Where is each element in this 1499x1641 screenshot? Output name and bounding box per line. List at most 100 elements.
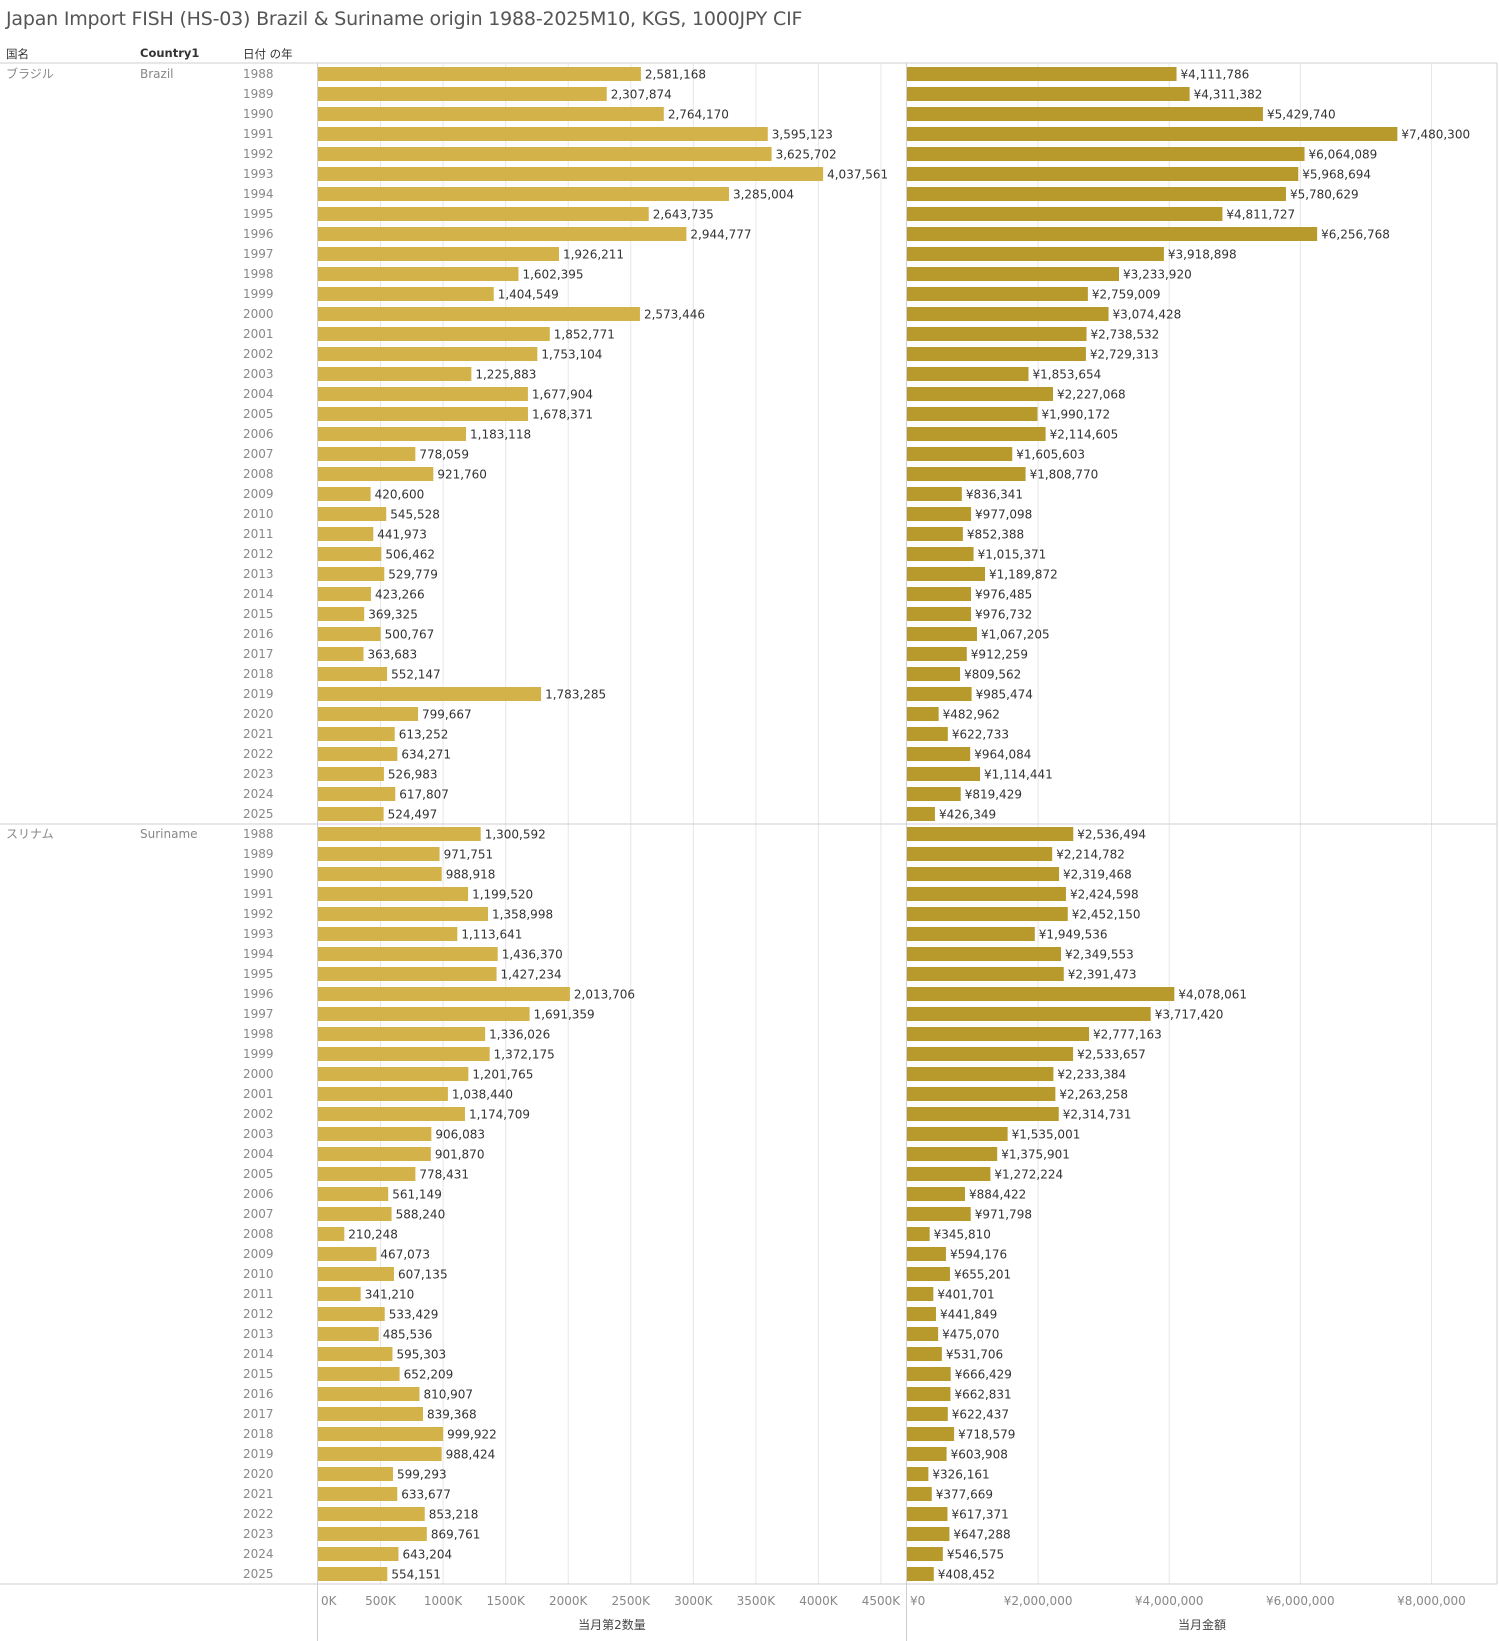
- bar: [318, 747, 398, 761]
- data-label: ¥546,575: [947, 1548, 1004, 1562]
- data-label: 853,218: [429, 1508, 479, 1522]
- bar: [318, 587, 371, 601]
- year-label: 2023: [243, 1527, 274, 1541]
- data-label: ¥884,422: [969, 1188, 1026, 1202]
- data-label: 799,667: [422, 708, 472, 722]
- data-label: 1,358,998: [492, 908, 553, 922]
- bar: [318, 947, 498, 961]
- data-label: ¥2,452,150: [1072, 908, 1141, 922]
- bar: [318, 1087, 448, 1101]
- data-label: ¥2,533,657: [1077, 1048, 1146, 1062]
- data-label: 2,764,170: [668, 108, 729, 122]
- year-label: 1995: [243, 207, 274, 221]
- data-label: ¥603,908: [951, 1448, 1008, 1462]
- year-label: 2014: [243, 587, 274, 601]
- data-label: ¥985,474: [976, 688, 1033, 702]
- bar: [907, 467, 1026, 481]
- data-label: 2,643,735: [653, 208, 714, 222]
- bar: [318, 1427, 444, 1441]
- data-label: ¥1,375,901: [1001, 1148, 1070, 1162]
- bar: [318, 447, 416, 461]
- year-label: 2005: [243, 407, 274, 421]
- data-label: 613,252: [399, 728, 449, 742]
- year-label: 2007: [243, 1207, 274, 1221]
- axis-tick-label: 0K: [321, 1594, 338, 1608]
- data-label: ¥441,849: [940, 1308, 997, 1322]
- data-label: 1,753,104: [541, 348, 602, 362]
- bar: [907, 807, 935, 821]
- axis-title: 当月金額: [1178, 1617, 1226, 1632]
- year-label: 2003: [243, 1127, 274, 1141]
- year-label: 2000: [243, 1067, 274, 1081]
- bar: [907, 967, 1064, 981]
- bar: [907, 447, 1013, 461]
- year-label: 2016: [243, 1387, 274, 1401]
- bar: [907, 1147, 998, 1161]
- year-label: 2018: [243, 1427, 274, 1441]
- bar: [318, 767, 384, 781]
- bar: [907, 1307, 936, 1321]
- bar: [907, 847, 1053, 861]
- bar: [318, 1467, 393, 1481]
- bar: [907, 327, 1087, 341]
- bar: [318, 527, 374, 541]
- data-label: ¥426,349: [939, 808, 996, 822]
- bar: [907, 767, 981, 781]
- data-label: 607,135: [398, 1268, 448, 1282]
- data-label: 988,424: [446, 1448, 496, 1462]
- data-label: 643,204: [402, 1548, 452, 1562]
- data-label: ¥401,701: [937, 1288, 994, 1302]
- data-label: 210,248: [348, 1228, 398, 1242]
- data-label: ¥1,067,205: [981, 628, 1050, 642]
- year-label: 2007: [243, 447, 274, 461]
- bar: [318, 307, 640, 321]
- year-label: 1993: [243, 927, 274, 941]
- bar: [318, 1327, 379, 1341]
- year-label: 2020: [243, 1467, 274, 1481]
- data-label: ¥976,732: [975, 608, 1032, 622]
- bar: [318, 287, 494, 301]
- bar: [907, 1567, 934, 1581]
- data-label: ¥531,706: [946, 1348, 1003, 1362]
- bar: [907, 1267, 950, 1281]
- bar: [318, 87, 607, 101]
- year-label: 2024: [243, 1547, 274, 1561]
- bar: [907, 547, 974, 561]
- bar: [318, 1127, 432, 1141]
- data-label: 545,528: [390, 508, 440, 522]
- data-label: 341,210: [365, 1288, 415, 1302]
- data-label: ¥2,214,782: [1056, 848, 1125, 862]
- bar: [318, 1447, 442, 1461]
- year-label: 2014: [243, 1347, 274, 1361]
- year-label: 2016: [243, 627, 274, 641]
- data-label: 634,271: [401, 748, 451, 762]
- year-label: 1996: [243, 987, 274, 1001]
- bar: [907, 887, 1066, 901]
- data-label: 1,427,234: [501, 968, 562, 982]
- data-label: 4,037,561: [827, 168, 888, 182]
- bar: [907, 107, 1263, 121]
- year-label: 2005: [243, 1167, 274, 1181]
- data-label: 2,573,446: [644, 308, 705, 322]
- year-label: 2001: [243, 1087, 274, 1101]
- bar: [907, 527, 963, 541]
- data-label: ¥647,288: [953, 1528, 1010, 1542]
- data-label: 633,677: [401, 1488, 451, 1502]
- bar: [907, 1367, 951, 1381]
- data-label: ¥7,480,300: [1401, 128, 1470, 142]
- bar: [907, 167, 1299, 181]
- country-label: ブラジル: [6, 66, 54, 81]
- bar: [318, 67, 641, 81]
- year-label: 2019: [243, 687, 274, 701]
- bar: [318, 607, 365, 621]
- bar: [907, 707, 939, 721]
- data-label: ¥5,429,740: [1267, 108, 1336, 122]
- data-label: 988,918: [446, 868, 496, 882]
- bar: [318, 847, 440, 861]
- data-label: ¥1,605,603: [1016, 448, 1085, 462]
- bar: [318, 187, 729, 201]
- bar: [907, 1487, 932, 1501]
- bar: [907, 1527, 950, 1541]
- data-label: ¥6,256,768: [1321, 228, 1390, 242]
- data-label: 599,293: [397, 1468, 447, 1482]
